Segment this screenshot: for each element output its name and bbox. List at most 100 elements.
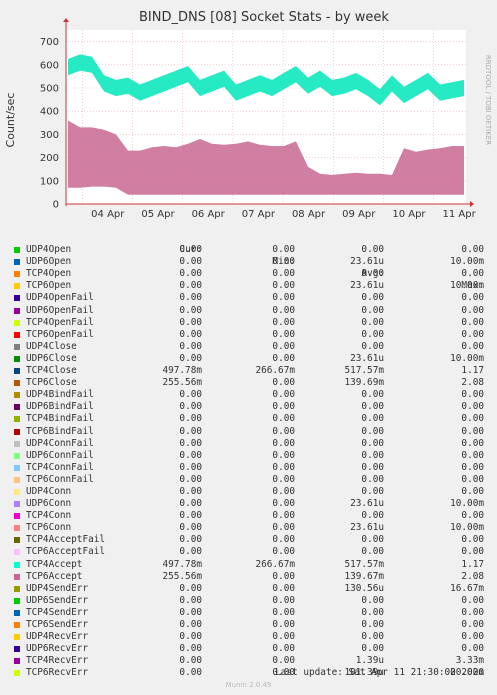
- legend-swatch: [14, 380, 20, 387]
- legend-swatch: [14, 597, 20, 604]
- legend-swatch: [14, 247, 20, 254]
- legend-cur: 0.00: [179, 631, 202, 643]
- x-tick-label: 10 Apr: [392, 209, 426, 220]
- legend-name: TCP4OpenFail: [26, 316, 94, 328]
- legend-avg: 23.61u: [350, 522, 384, 534]
- legend-swatch: [14, 537, 20, 544]
- legend-cur: 0.00: [179, 485, 202, 497]
- legend-max: 20.00m: [450, 667, 484, 679]
- legend-cur: 0.00: [179, 244, 202, 256]
- legend-min: 0.00: [272, 606, 295, 618]
- legend-name: TCP6SendErr: [26, 619, 89, 630]
- legend-avg: 517.57m: [344, 558, 384, 570]
- series-tcp-band: [68, 120, 464, 195]
- legend-cur: 255.56m: [162, 377, 202, 389]
- legend-name: UDP4Close: [26, 340, 77, 352]
- legend-avg: 0.00: [361, 304, 384, 316]
- legend-min: 266.67m: [255, 365, 295, 377]
- legend-row: TCP6BindFail 0.00 0.00 0.00 0.00: [0, 426, 497, 438]
- plot-area: [68, 54, 464, 195]
- legend-max: 10.00m: [450, 352, 484, 364]
- x-tick-label: 11 Apr: [443, 209, 477, 220]
- legend-cur: 0.00: [179, 268, 202, 280]
- legend-swatch: [14, 573, 20, 580]
- legend-avg: 0.00: [361, 316, 384, 328]
- legend-min: 0.00: [272, 631, 295, 643]
- legend-swatch: [14, 452, 20, 459]
- legend-avg: 0.00: [361, 643, 384, 655]
- legend-swatch: [14, 392, 20, 399]
- y-axis-arrow: [63, 18, 69, 22]
- legend-max: 0.00: [461, 510, 484, 522]
- legend-cur: 0.00: [179, 256, 202, 268]
- y-tick-label: 300: [40, 130, 59, 141]
- legend-row: UDP6Open 0.00 0.00 23.61u 10.00m: [0, 256, 497, 268]
- legend-swatch: [14, 440, 20, 447]
- legend-swatch: [14, 501, 20, 508]
- legend-row: TCP4Accept 497.78m 266.67m 517.57m 1.17: [0, 559, 497, 571]
- legend-row: UDP4ConnFail 0.00 0.00 0.00 0.00: [0, 438, 497, 450]
- legend-cur: 0.00: [179, 304, 202, 316]
- legend-max: 0.00: [461, 304, 484, 316]
- legend-min: 0.00: [272, 534, 295, 546]
- legend-max: 0.00: [461, 292, 484, 304]
- legend-row: TCP4SendErr 0.00 0.00 0.00 0.00: [0, 607, 497, 619]
- col-cur: Cur:: [179, 244, 202, 255]
- legend-max: 1.17: [461, 365, 484, 377]
- legend-max: 2.08: [461, 570, 484, 582]
- legend-swatch: [14, 670, 20, 677]
- legend-name: TCP4RecvErr: [26, 655, 89, 667]
- legend-cur: 0.00: [179, 667, 202, 679]
- legend-name: TCP6OpenFail: [26, 328, 94, 340]
- y-tick-label: 700: [40, 37, 59, 48]
- x-tick-label: 04 Apr: [91, 209, 125, 220]
- legend-avg: 0.00: [361, 340, 384, 352]
- legend-name: TCP4SendErr: [26, 606, 89, 618]
- legend-cur: 0.00: [179, 340, 202, 352]
- legend-name: UDP4OpenFail: [26, 292, 94, 304]
- legend-avg: 0.00: [361, 437, 384, 449]
- legend-row: TCP4ConnFail 0.00 0.00 0.00 0.00: [0, 462, 497, 474]
- legend-swatch: [14, 283, 20, 290]
- legend-avg: 0.00: [361, 389, 384, 401]
- legend-name: UDP6SendErr: [26, 594, 89, 606]
- legend-avg: 0.00: [361, 268, 384, 280]
- legend-row: TCP4Open 0.00 0.00 0.00 0.00: [0, 268, 497, 280]
- col-max: Max:: [461, 280, 484, 291]
- legend-cur: 0.00: [179, 280, 202, 292]
- legend-row: TCP6RecvErr 0.00 0.00 101.39u 20.00m: [0, 667, 497, 679]
- chart-title: BIND_DNS [08] Socket Stats - by week: [139, 10, 389, 25]
- legend-max: 0.00: [461, 268, 484, 280]
- legend-max: 0.00: [461, 631, 484, 643]
- legend-cur: 0.00: [179, 413, 202, 425]
- legend-swatch: [14, 404, 20, 411]
- legend-cur: 497.78m: [162, 558, 202, 570]
- legend-row: TCP6Close 255.56m 0.00 139.69m 2.08: [0, 377, 497, 389]
- legend-min: 0.00: [272, 401, 295, 413]
- last-update: Last update: Sat Apr 11 21:30:00 2020: [275, 667, 484, 678]
- legend-swatch: [14, 259, 20, 266]
- legend-row: UDP4OpenFail 0.00 0.00 0.00 0.00: [0, 292, 497, 304]
- legend-row: TCP4AcceptFail 0.00 0.00 0.00 0.00: [0, 534, 497, 546]
- legend-name: TCP4Conn: [26, 510, 72, 522]
- legend-cur: 0.00: [179, 437, 202, 449]
- legend-row: TCP4Conn 0.00 0.00 0.00 0.00: [0, 510, 497, 522]
- legend-min: 0.00: [272, 437, 295, 449]
- legend-name: TCP6Accept: [26, 570, 83, 582]
- legend-row: TCP6OpenFail 0.00 0.00 0.00 0.00: [0, 329, 497, 341]
- legend-max: 0.00: [461, 389, 484, 401]
- legend-avg: 23.61u: [350, 280, 384, 292]
- legend-avg: 1.39u: [355, 655, 384, 667]
- legend-name: TCP4AcceptFail: [26, 534, 106, 546]
- legend-name: TCP6BindFail: [26, 425, 94, 437]
- legend-name: UDP6OpenFail: [26, 304, 94, 316]
- legend-name: TCP6RecvErr: [26, 667, 89, 679]
- legend-row: TCP6Open 0.00 0.00 23.61u 10.00m: [0, 280, 497, 292]
- legend-row: UDP4RecvErr 0.00 0.00 0.00 0.00: [0, 631, 497, 643]
- col-min: Min:: [272, 256, 295, 267]
- legend-max: 0.00: [461, 425, 484, 437]
- legend-row: TCP4Close 497.78m 266.67m 517.57m 1.17: [0, 365, 497, 377]
- legend-max: 10.00m: [450, 498, 484, 510]
- legend-avg: 0.00: [361, 425, 384, 437]
